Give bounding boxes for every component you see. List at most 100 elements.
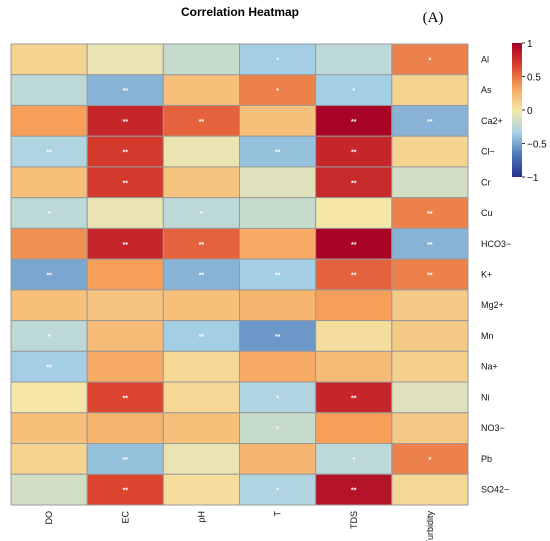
- heatmap-cell: [86, 227, 164, 260]
- heatmap-cell: [391, 289, 469, 322]
- heatmap-cell: [10, 289, 88, 322]
- heatmap-cell: [10, 258, 88, 291]
- colorbar-tick-label: 0.5: [527, 73, 541, 84]
- significance-marker: *: [276, 57, 279, 64]
- heatmap-cells: * *** * *** ** ** **** ** ** **** *** * **** ** ** ****…: [10, 43, 469, 506]
- heatmap-cell: [391, 74, 469, 106]
- significance-marker: **: [123, 88, 129, 95]
- heatmap-cell: [239, 166, 317, 199]
- row-label: HCO3−: [481, 239, 511, 249]
- heatmap-cell: [10, 473, 88, 506]
- column-label: T: [273, 511, 283, 517]
- heatmap-cell: [391, 166, 469, 199]
- heatmap-cell: [239, 289, 317, 322]
- colorbar-tick-label: −0.5: [527, 140, 547, 151]
- row-label: Cu: [481, 208, 493, 218]
- heatmap-cell: [315, 43, 393, 76]
- heatmap-cell: [86, 443, 164, 475]
- heatmap-cell: [239, 135, 317, 168]
- significance-marker: *: [276, 88, 279, 95]
- colorbar-gradient: [512, 43, 522, 177]
- heatmap-cell: [162, 43, 240, 76]
- heatmap-cell: [10, 412, 88, 445]
- heatmap-cell: [162, 320, 240, 352]
- significance-marker: **: [46, 365, 52, 372]
- row-label: Al: [481, 54, 489, 64]
- row-labels: Al As Ca2+ Cl− Cr Cu HCO3− K+ Mg2+ Mn Na+ Ni NO3− Pb S…: [481, 54, 511, 494]
- heatmap-cell: [86, 350, 164, 383]
- row-label: As: [481, 85, 492, 95]
- heatmap-cell: [10, 227, 88, 260]
- heatmap-cell: [239, 43, 317, 76]
- significance-marker: **: [275, 273, 281, 280]
- significance-marker: *: [276, 488, 279, 495]
- significance-marker: **: [351, 180, 357, 187]
- row-label: NO3−: [481, 423, 505, 433]
- significance-marker: **: [275, 150, 281, 157]
- significance-marker: **: [199, 242, 205, 249]
- colorbar-tick-label: −1: [527, 173, 539, 184]
- row-label: Na+: [481, 362, 498, 372]
- significance-marker: **: [351, 395, 357, 402]
- heatmap-cell: [391, 227, 469, 260]
- heatmap-cell: [239, 473, 317, 506]
- heatmap-cell: [162, 381, 240, 414]
- significance-marker: **: [123, 488, 129, 495]
- column-labels: DO EC pH T TDS Turbidity: [44, 511, 435, 541]
- significance-marker: **: [351, 150, 357, 157]
- significance-marker: **: [427, 119, 433, 126]
- heatmap-cell: [86, 166, 164, 199]
- significance-marker: *: [429, 57, 432, 64]
- panel-label: (A): [423, 10, 444, 26]
- column-label: DO: [44, 511, 54, 525]
- heatmap-cell: [86, 289, 164, 322]
- row-label: Cl−: [481, 147, 495, 157]
- significance-marker: **: [123, 242, 129, 249]
- row-label: Pb: [481, 454, 492, 464]
- heatmap-cell: [162, 197, 240, 229]
- heatmap-cell: [315, 289, 393, 322]
- heatmap-cell: [315, 443, 393, 475]
- significance-marker: *: [429, 457, 432, 464]
- heatmap-cell: [391, 135, 469, 168]
- heatmap-cell: [162, 166, 240, 199]
- heatmap-cell: [391, 258, 469, 291]
- significance-marker: *: [276, 395, 279, 402]
- heatmap-cell: [315, 412, 393, 445]
- colorbar: 1 0.5 0 −0.5 −1: [512, 39, 547, 184]
- heatmap-cell: [86, 320, 164, 352]
- heatmap-cell: [86, 258, 164, 291]
- heatmap-cell: [162, 443, 240, 475]
- heatmap-cell: [10, 350, 88, 383]
- heatmap-cell: [391, 320, 469, 352]
- heatmap-cell: [239, 443, 317, 475]
- heatmap-cell: [315, 473, 393, 506]
- heatmap-cell: [239, 227, 317, 260]
- significance-marker: *: [352, 457, 355, 464]
- row-label: K+: [481, 270, 492, 280]
- significance-marker: **: [351, 273, 357, 280]
- column-label: pH: [196, 511, 206, 523]
- heatmap-cell: [10, 166, 88, 199]
- heatmap-cell: [315, 197, 393, 229]
- significance-marker: *: [200, 211, 203, 218]
- heatmap-cell: [86, 473, 164, 506]
- significance-marker: **: [199, 119, 205, 126]
- significance-marker: **: [351, 488, 357, 495]
- heatmap-cell: [239, 350, 317, 383]
- significance-marker: **: [123, 457, 129, 464]
- significance-marker: **: [46, 150, 52, 157]
- significance-marker: **: [123, 395, 129, 402]
- heatmap-cell: [315, 104, 393, 137]
- heatmap-cell: [315, 320, 393, 352]
- heatmap-cell: [10, 74, 88, 106]
- heatmap-cell: [391, 43, 469, 76]
- heatmap-cell: [86, 197, 164, 229]
- significance-marker: *: [48, 334, 51, 341]
- heatmap-cell: [239, 104, 317, 137]
- significance-marker: *: [352, 88, 355, 95]
- heatmap-cell: [162, 74, 240, 106]
- significance-marker: **: [46, 273, 52, 280]
- row-label: Mn: [481, 331, 494, 341]
